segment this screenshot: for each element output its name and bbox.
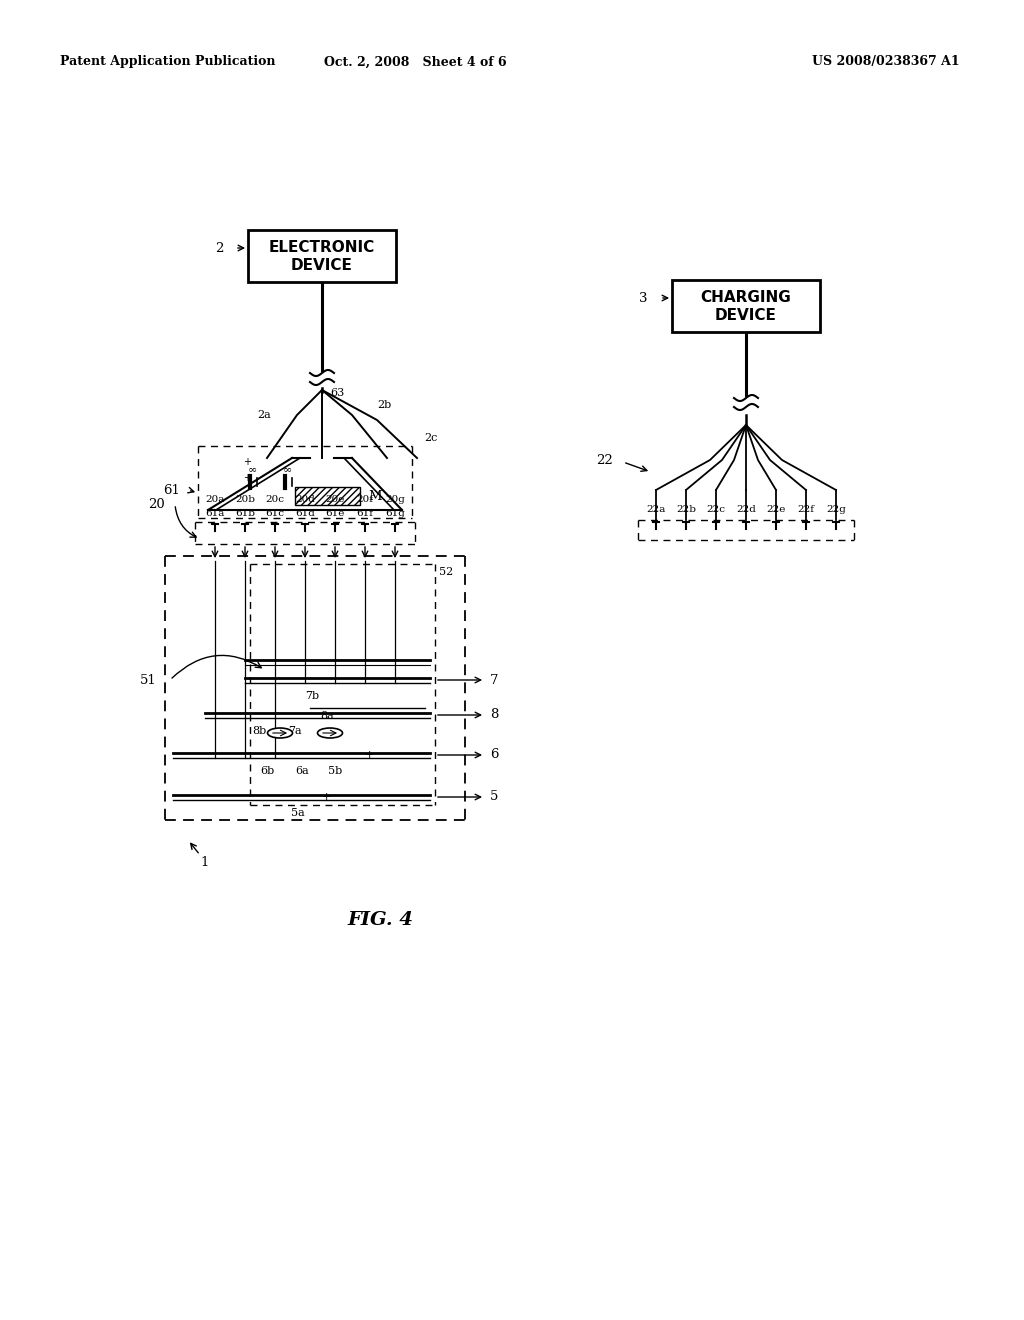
Text: US 2008/0238367 A1: US 2008/0238367 A1	[812, 55, 961, 69]
Text: 51: 51	[140, 673, 157, 686]
Text: 20b: 20b	[234, 495, 255, 504]
Text: 61e: 61e	[326, 510, 345, 519]
Text: 1: 1	[200, 855, 208, 869]
Text: Patent Application Publication: Patent Application Publication	[60, 55, 275, 69]
Text: 6a: 6a	[295, 766, 309, 776]
Text: ELECTRONIC
DEVICE: ELECTRONIC DEVICE	[269, 239, 375, 272]
Text: ∞: ∞	[283, 465, 292, 474]
Text: 61b: 61b	[234, 510, 255, 519]
Text: 5a: 5a	[292, 808, 305, 818]
Text: +: +	[243, 457, 251, 467]
Text: ∞: ∞	[248, 465, 257, 474]
Text: 63: 63	[330, 388, 344, 399]
Text: 8: 8	[490, 709, 499, 722]
Text: CHARGING
DEVICE: CHARGING DEVICE	[700, 289, 792, 322]
Ellipse shape	[317, 729, 342, 738]
Text: 22c: 22c	[707, 506, 725, 515]
Text: 7b: 7b	[305, 690, 319, 701]
Text: 22g: 22g	[826, 506, 846, 515]
Text: -: -	[385, 673, 390, 686]
Text: 20: 20	[148, 498, 165, 511]
Text: 2b: 2b	[377, 400, 391, 411]
Text: 5: 5	[490, 791, 499, 804]
Text: 52: 52	[439, 568, 454, 577]
Text: 2: 2	[216, 242, 224, 255]
Text: 61c: 61c	[265, 510, 285, 519]
Text: 5b: 5b	[328, 766, 342, 776]
Text: 8a: 8a	[319, 711, 334, 721]
Text: 22b: 22b	[676, 506, 696, 515]
Text: FIG. 4: FIG. 4	[347, 911, 413, 929]
Text: +: +	[365, 750, 375, 760]
Text: 22a: 22a	[646, 506, 666, 515]
Text: 20e: 20e	[326, 495, 345, 504]
Text: 61a: 61a	[206, 510, 224, 519]
Text: -: -	[390, 655, 395, 669]
Text: 61g: 61g	[385, 510, 404, 519]
Text: 6b: 6b	[260, 766, 274, 776]
Bar	[672, 280, 820, 333]
Text: 2a: 2a	[257, 411, 270, 420]
Text: 2c: 2c	[424, 433, 437, 444]
Text: 20d: 20d	[295, 495, 315, 504]
Text: +: +	[243, 473, 251, 483]
Text: 22f: 22f	[798, 506, 814, 515]
Bar	[295, 487, 360, 506]
Text: M: M	[368, 490, 382, 503]
Text: 7: 7	[490, 673, 499, 686]
Text: 22e: 22e	[766, 506, 785, 515]
Text: 61: 61	[163, 483, 180, 496]
Text: 22d: 22d	[736, 506, 756, 515]
Text: 20f: 20f	[356, 495, 374, 504]
Text: 20g: 20g	[385, 495, 404, 504]
Text: 6: 6	[490, 748, 499, 762]
Text: 20a: 20a	[206, 495, 224, 504]
Text: Oct. 2, 2008   Sheet 4 of 6: Oct. 2, 2008 Sheet 4 of 6	[324, 55, 506, 69]
Text: +: +	[322, 792, 331, 803]
Text: 3: 3	[640, 292, 648, 305]
Text: 61f: 61f	[356, 510, 374, 519]
Text: 22: 22	[596, 454, 613, 466]
Text: 8b: 8b	[252, 726, 266, 737]
Bar	[248, 230, 396, 282]
Text: 20c: 20c	[265, 495, 285, 504]
Text: 7a: 7a	[288, 726, 302, 737]
Text: 61d: 61d	[295, 510, 315, 519]
Ellipse shape	[267, 729, 293, 738]
